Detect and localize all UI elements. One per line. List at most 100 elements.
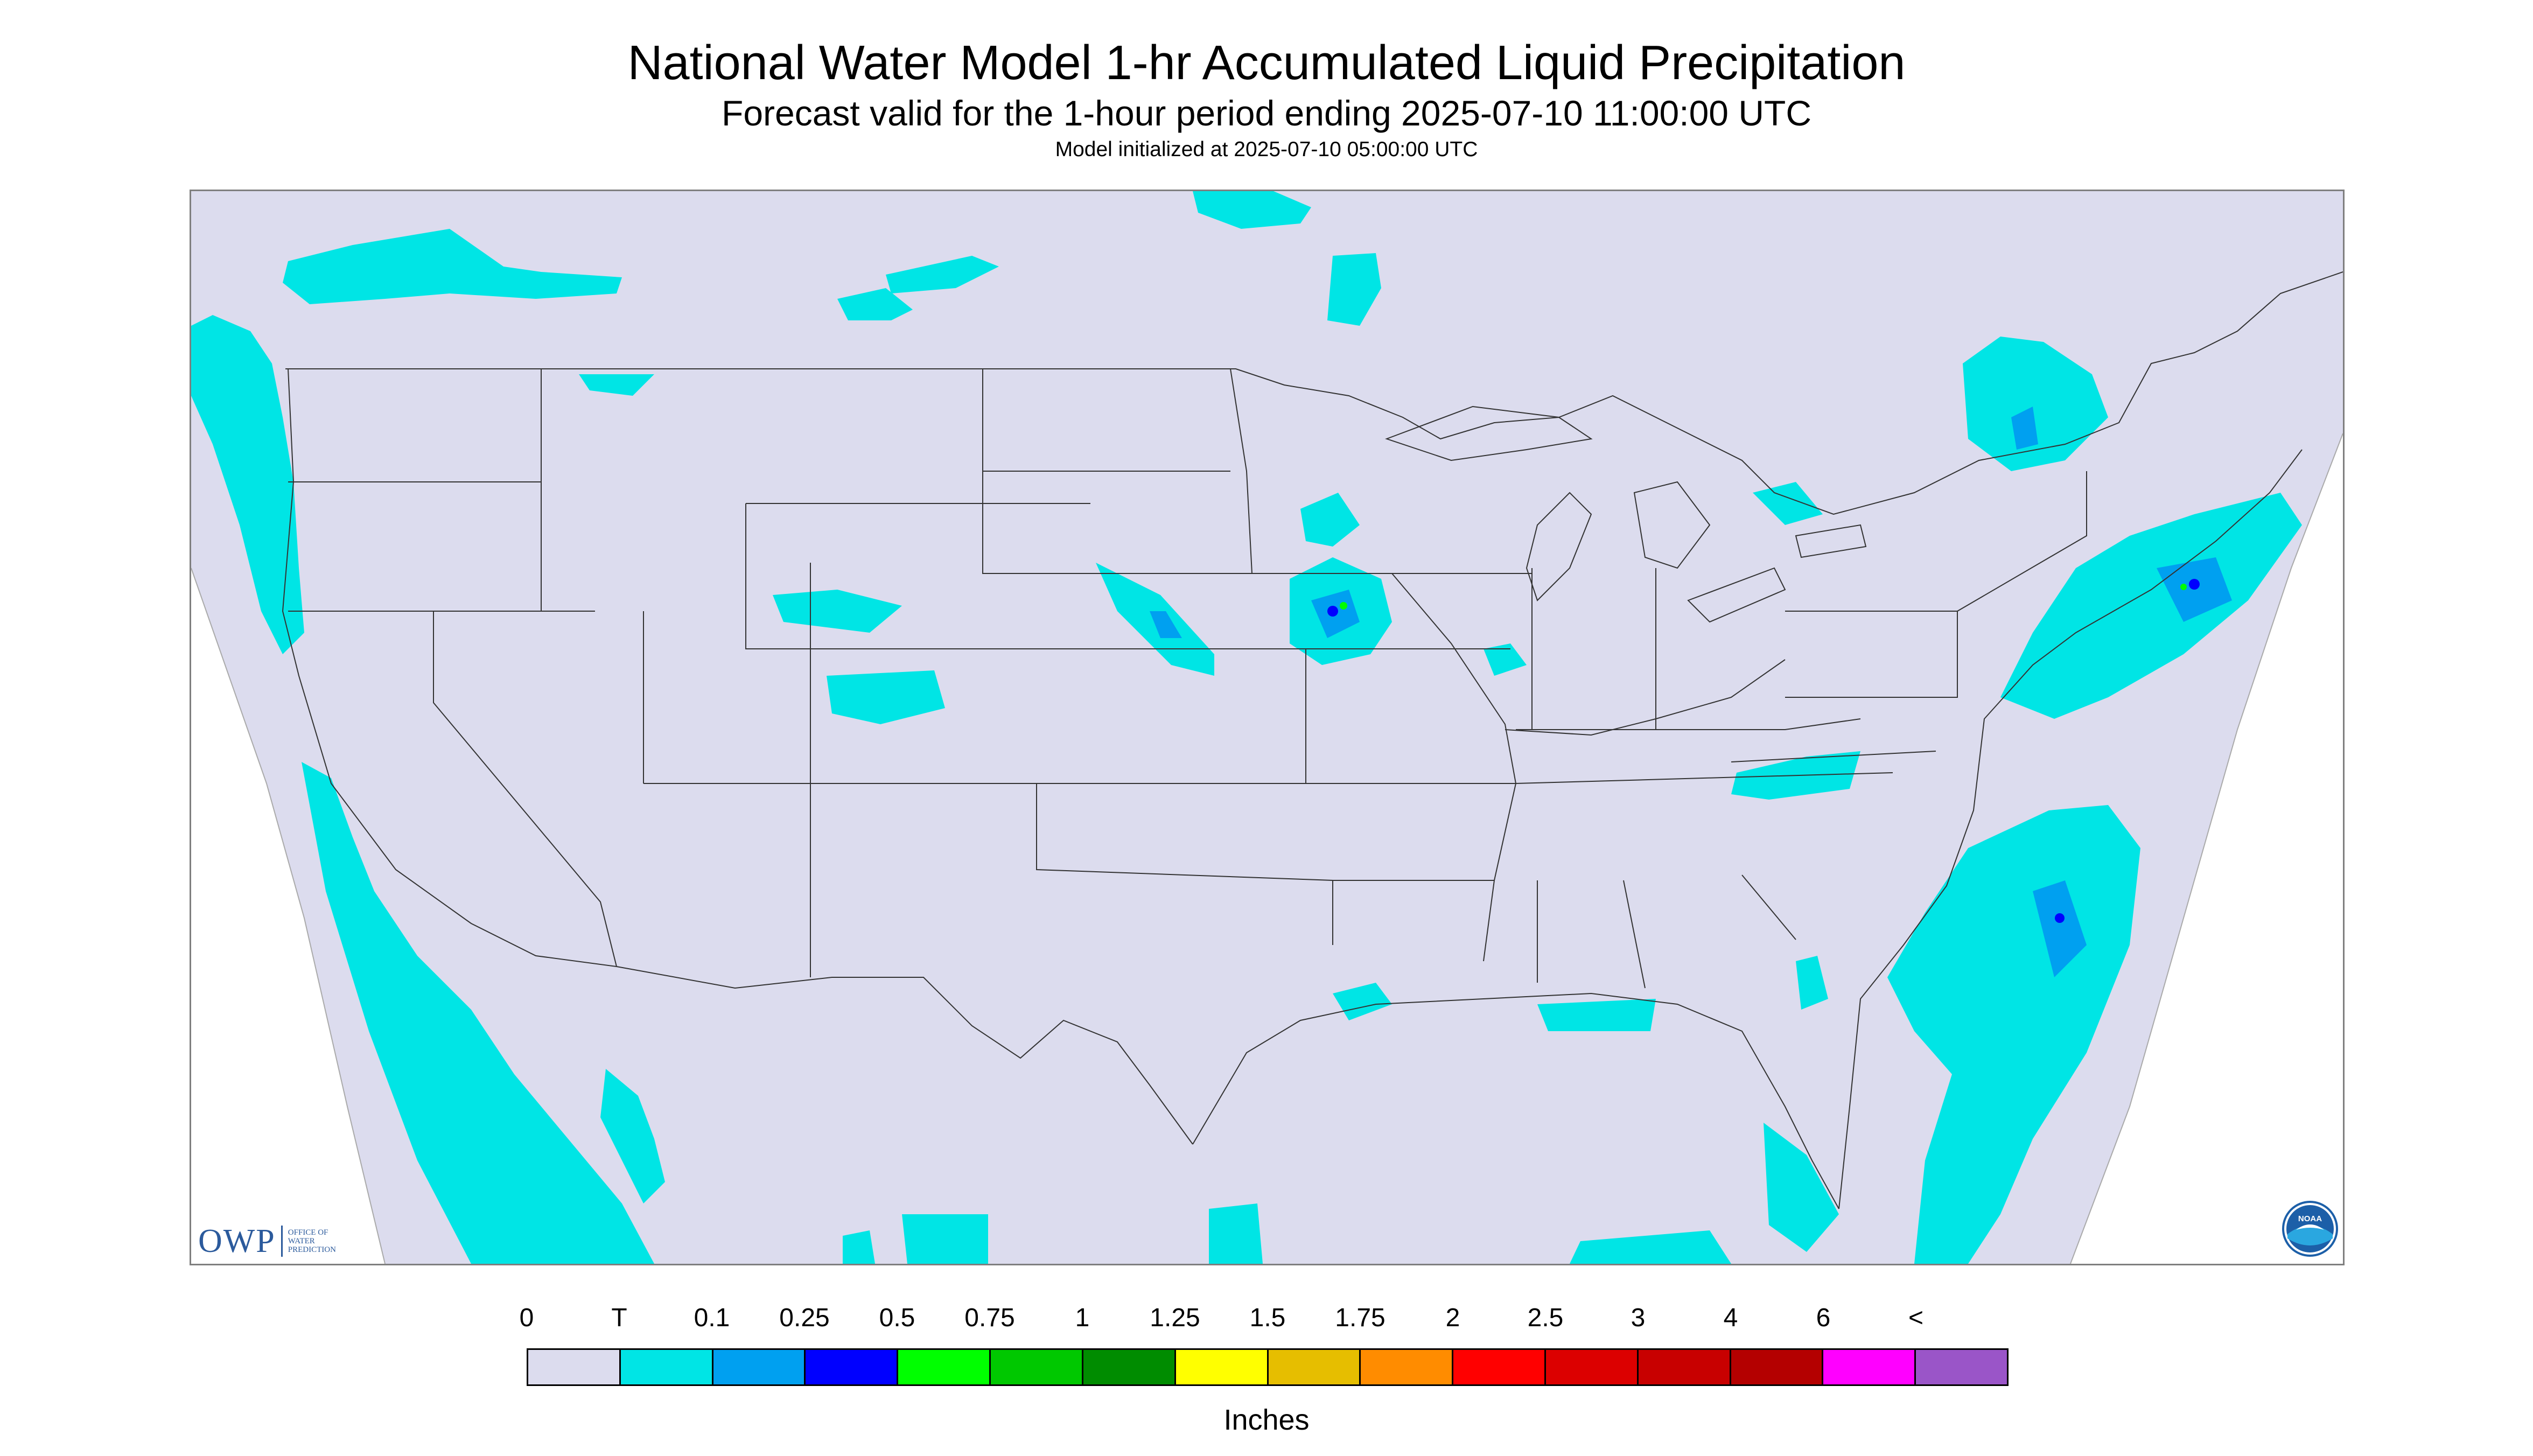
legend-swatch-8 <box>1268 1350 1361 1384</box>
great-lakes-ontario <box>1795 524 1867 558</box>
precip-trace-regions <box>191 191 2302 1264</box>
owp-line-3: PREDICTION <box>288 1245 336 1254</box>
us-canada-border <box>285 271 2343 515</box>
noaa-logo-wave <box>2287 1226 2333 1245</box>
precip-region-pacific-south <box>302 762 654 1264</box>
owp-wordmark: OWP <box>198 1222 276 1259</box>
legend-swatch-4 <box>898 1350 991 1384</box>
precip-region-gulf-fl <box>1537 999 1656 1031</box>
legend-tick-label: 3 <box>1631 1304 1646 1332</box>
state-line-tn <box>1515 772 1893 784</box>
precip-region-pacific-north <box>191 315 304 654</box>
precip-region-minnesota <box>1300 493 1360 547</box>
legend-swatch-13 <box>1731 1350 1824 1384</box>
legend-tick-label: 1.25 <box>1150 1304 1200 1332</box>
owp-line-1: OFFICE OF <box>288 1228 328 1237</box>
great-lakes-michigan <box>1526 492 1592 601</box>
legend-tick-label: 0.25 <box>779 1304 830 1332</box>
legend-swatch-9 <box>1361 1350 1454 1384</box>
legend-units: Inches <box>1223 1404 1310 1436</box>
state-line-ok-tx <box>1036 783 1333 945</box>
chart-title: National Water Model 1-hr Accumulated Li… <box>627 36 1906 90</box>
legend-tick-labels: 0 T 0.1 0.25 0.5 0.75 1 1.25 1.5 1.75 2 2.5 3 4 6 < <box>520 1303 2009 1335</box>
legend-swatch-11 <box>1545 1350 1639 1384</box>
legend-tick-label: 2.5 <box>1527 1304 1564 1332</box>
precip-core-quebec <box>2011 407 2038 450</box>
legend-swatch-10 <box>1453 1350 1546 1384</box>
precip-core-nebraska <box>1150 611 1182 638</box>
state-line-ga-sc <box>1741 874 1796 940</box>
precip-region-michigan <box>1753 482 1823 525</box>
great-lakes-huron <box>1633 481 1711 569</box>
legend-swatch-2 <box>713 1350 806 1384</box>
legend-tick-label: T <box>611 1304 627 1332</box>
state-line-mn <box>1230 368 1392 574</box>
legend-swatch-1 <box>620 1350 713 1384</box>
precip-heavy-iowa <box>1340 602 1347 610</box>
legend-tick-label: 0 <box>519 1304 534 1332</box>
precip-moderate-iowa <box>1327 606 1338 617</box>
legend-tick-label: 2 <box>1445 1304 1460 1332</box>
legend-tick-label: 0.5 <box>879 1304 915 1332</box>
precip-region-caribbean <box>1570 1230 1731 1264</box>
legend-tick-label: 1 <box>1075 1304 1090 1332</box>
precip-region-baja <box>600 1069 665 1203</box>
model-init-label: Model initialized at 2025-07-10 05:00:00… <box>1055 138 1478 161</box>
state-line-nc-va <box>1731 751 1936 762</box>
great-lakes-erie <box>1687 567 1786 623</box>
projection-edge-left <box>191 568 386 1264</box>
owp-line-2: WATER <box>288 1237 315 1245</box>
precip-region-new-england <box>2000 493 2302 719</box>
precipitation-map <box>190 190 2345 1265</box>
legend-swatch-0 <box>528 1350 621 1384</box>
precip-heavy-cores <box>1340 584 2187 610</box>
legend-swatch-3 <box>806 1350 899 1384</box>
precip-region-canada-a <box>837 288 913 320</box>
legend-tick-label: < <box>1908 1304 1924 1332</box>
state-line-atlantic-coast <box>1838 449 2303 1209</box>
noaa-logo-text: NOAA <box>2298 1214 2322 1223</box>
precip-region-montana <box>579 374 654 396</box>
precip-moderate-new-england <box>2189 579 2200 590</box>
legend-swatch-15 <box>1916 1350 2007 1384</box>
precip-region-georgia-coast <box>1796 956 1828 1010</box>
map-canvas <box>191 191 2343 1264</box>
precip-moderate-cores <box>1327 579 2200 923</box>
legend-tick-label: 0.1 <box>694 1304 730 1332</box>
legend-swatch-7 <box>1175 1350 1269 1384</box>
precip-heavy-new-england <box>2180 584 2187 590</box>
legend-tick-label: 4 <box>1723 1304 1738 1332</box>
legend-swatch-14 <box>1823 1350 1916 1384</box>
state-line-dakotas <box>982 369 1252 574</box>
legend-swatch-6 <box>1083 1350 1176 1384</box>
chart-subtitle: Forecast valid for the 1-hour period end… <box>722 93 1811 133</box>
state-line-pa <box>1785 611 1958 698</box>
projection-mask-left <box>191 568 385 1264</box>
precip-region-mexico-a <box>902 1214 988 1264</box>
owp-subtitle: OFFICE OF WATER PREDICTION <box>288 1228 336 1254</box>
owp-logo: OWP OFFICE OF WATER PREDICTION <box>198 1222 336 1260</box>
noaa-logo: NOAA <box>2282 1201 2338 1257</box>
great-lakes-superior <box>1385 405 1593 461</box>
legend-tick-label: 6 <box>1816 1304 1831 1332</box>
state-line-wy-co <box>745 503 1053 649</box>
state-line-nv-ca <box>433 611 617 967</box>
precip-moderate-atlantic <box>2055 913 2065 923</box>
precip-region-canada-c <box>1193 191 1311 229</box>
precip-region-gulf-la <box>1333 983 1392 1020</box>
legend-tick-label: 0.75 <box>964 1304 1015 1332</box>
legend-swatch-12 <box>1638 1350 1731 1384</box>
precip-region-florida <box>1764 1123 1839 1252</box>
political-boundaries <box>282 271 2343 1209</box>
precip-region-wyoming <box>773 590 902 633</box>
state-line-pacific-coast <box>282 368 617 967</box>
state-line-al-ga <box>1623 880 1646 989</box>
precip-region-mexico-c <box>843 1230 875 1264</box>
state-line-ny <box>1957 471 2087 612</box>
noaa-logo-gull <box>2296 1224 2324 1230</box>
state-line-mississippi-river <box>1391 573 1517 962</box>
projection-edge-right <box>2070 433 2343 1264</box>
precip-legend <box>527 1348 2009 1386</box>
legend-swatch-5 <box>991 1350 1083 1384</box>
precip-region-illinois <box>1484 643 1527 676</box>
